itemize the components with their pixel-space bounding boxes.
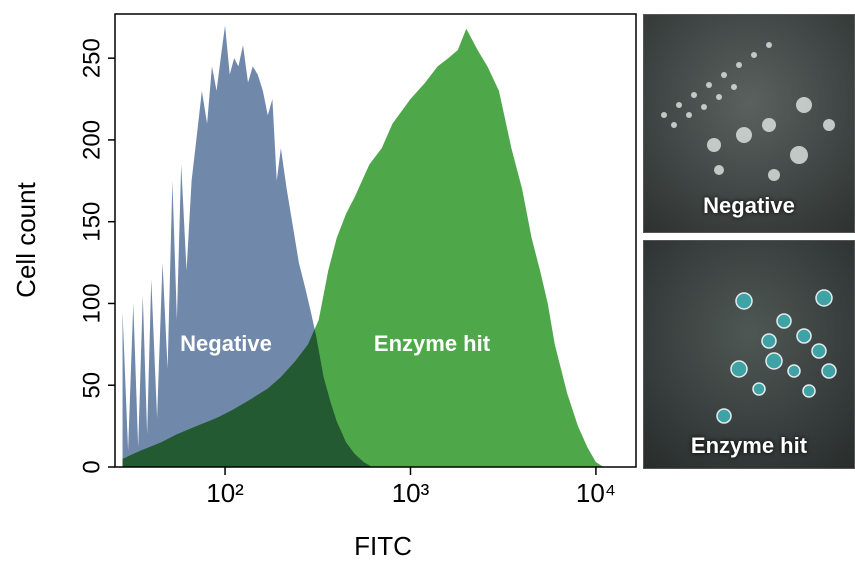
x-axis-title: FITC <box>354 531 412 561</box>
y-tick-label: 150 <box>78 202 105 242</box>
plot-frame <box>114 13 637 468</box>
photo-panel: Negative <box>643 14 855 233</box>
photo <box>644 15 854 232</box>
y-tick-label: 200 <box>78 120 105 160</box>
series-label: Negative <box>180 331 272 356</box>
photo-caption: Negative <box>703 193 795 218</box>
chart: FITC Cell count 0 50 100 150 200 250 10² 10³ 10⁴… <box>11 13 637 561</box>
x-tick-label: 10³ <box>392 478 430 508</box>
photo-panel: Enzyme hit <box>643 240 855 469</box>
y-tick-label: 0 <box>78 460 105 473</box>
y-tick-label: 250 <box>78 38 105 78</box>
histogram-area <box>122 28 604 467</box>
y-axis-title: Cell count <box>11 181 41 297</box>
histogram-area <box>122 25 372 467</box>
series-label: Enzyme hit <box>374 331 491 356</box>
x-tick-label: 10² <box>206 478 244 508</box>
photo <box>644 241 854 468</box>
x-tick-label: 10⁴ <box>576 478 616 508</box>
y-tick-label: 50 <box>78 372 105 399</box>
photo-caption: Enzyme hit <box>690 433 808 458</box>
y-tick-label: 100 <box>78 283 105 323</box>
